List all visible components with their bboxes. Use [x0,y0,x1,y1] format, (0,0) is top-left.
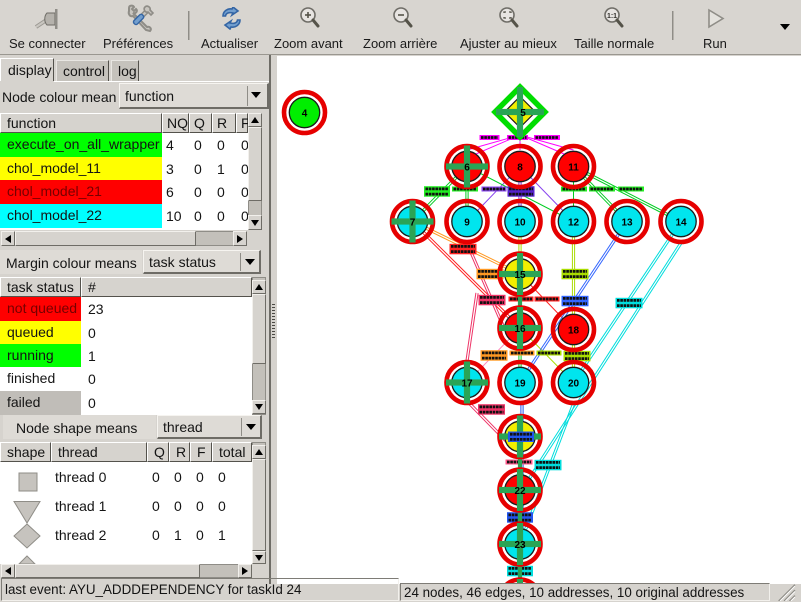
svg-text:19: 19 [514,379,526,390]
svg-text:16: 16 [514,324,526,335]
svg-text:18: 18 [568,326,580,337]
svg-text:12: 12 [568,218,580,229]
svg-text:1:1: 1:1 [607,13,617,20]
svg-text:10: 10 [514,218,526,229]
svg-text:13: 13 [621,218,633,229]
svg-text:22: 22 [514,486,526,497]
svg-text:17: 17 [461,379,473,390]
svg-text:15: 15 [514,270,526,281]
svg-text:20: 20 [568,379,580,390]
svg-text:23: 23 [514,540,526,551]
svg-text:11: 11 [568,163,579,174]
svg-text:4: 4 [302,109,308,120]
svg-text:14: 14 [675,218,687,229]
svg-text:6: 6 [464,163,470,174]
svg-text:9: 9 [464,218,470,229]
svg-text:5: 5 [520,108,526,119]
svg-text:8: 8 [517,163,523,174]
svg-text:7: 7 [410,218,416,229]
